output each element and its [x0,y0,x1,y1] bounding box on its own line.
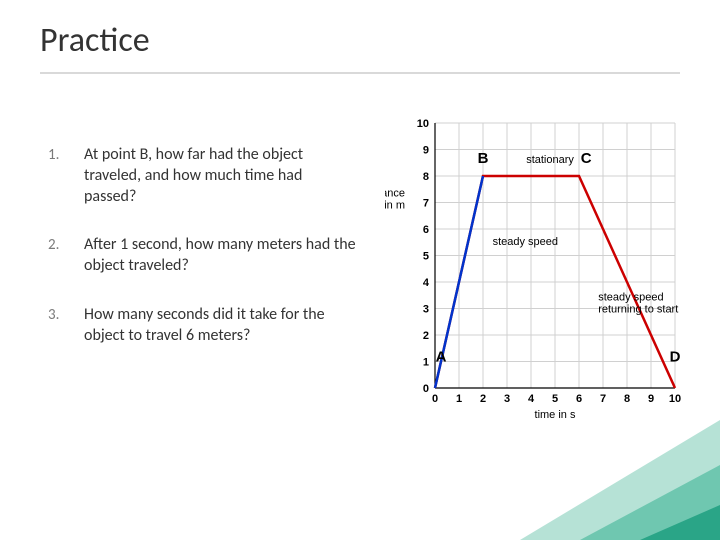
y-tick-label: 10 [417,118,429,130]
question-text: At point B, how far had the object trave… [84,145,358,207]
y-axis-label: distance [385,188,405,200]
y-tick-label: 5 [423,251,429,263]
question-text: After 1 second, how many meters had the … [84,235,358,277]
x-tick-label: 0 [432,393,438,405]
question-number: 2. [48,235,84,277]
y-tick-label: 3 [423,304,429,316]
x-tick-label: 4 [528,393,535,405]
x-tick-label: 1 [456,393,462,405]
y-tick-label: 9 [423,145,429,157]
y-tick-label: 6 [423,224,429,236]
chart-svg: 0 1 2 3 4 5 6 7 8 9 10 0 1 2 3 4 5 6 7 8 9 10 time in s distanc… [385,115,700,445]
chart-annotation: steady speed [493,236,558,248]
y-tick-label: 4 [423,277,430,289]
y-tick-label: 1 [423,357,429,369]
x-tick-label: 8 [624,393,630,405]
slide-title: Practice [40,20,150,61]
chart-annotation: stationary [526,154,574,166]
x-axis-label: time in s [535,409,576,421]
x-tick-label: 3 [504,393,510,405]
x-tick-label: 9 [648,393,654,405]
point-label: C [581,150,592,167]
question-text: How many seconds did it take for the obj… [84,305,358,347]
question-number: 3. [48,305,84,347]
y-tick-label: 0 [423,383,429,395]
y-tick-label: 2 [423,330,429,342]
chart-annotation: returning to start [598,304,678,316]
question-item: 1. At point B, how far had the object tr… [48,145,358,207]
y-axis-label: in m [385,200,405,212]
y-tick-label: 8 [423,171,429,183]
x-tick-label: 6 [576,393,582,405]
question-list: 1. At point B, how far had the object tr… [48,145,358,375]
x-tick-label: 5 [552,393,558,405]
x-tick-label: 7 [600,393,606,405]
question-number: 1. [48,145,84,207]
y-tick-label: 7 [423,198,429,210]
title-underline [40,72,680,74]
x-tick-label: 10 [669,393,681,405]
question-item: 3. How many seconds did it take for the … [48,305,358,347]
slide: { "title": "Practice", "questions": [ { … [0,0,720,540]
chart-annotation: steady speed [598,292,663,304]
x-tick-label: 2 [480,393,486,405]
point-label: B [478,150,489,167]
point-label: D [670,349,681,366]
point-label: A [436,349,447,366]
question-item: 2. After 1 second, how many meters had t… [48,235,358,277]
distance-time-chart: 0 1 2 3 4 5 6 7 8 9 10 0 1 2 3 4 5 6 7 8 9 10 time in s distanc… [385,115,700,445]
